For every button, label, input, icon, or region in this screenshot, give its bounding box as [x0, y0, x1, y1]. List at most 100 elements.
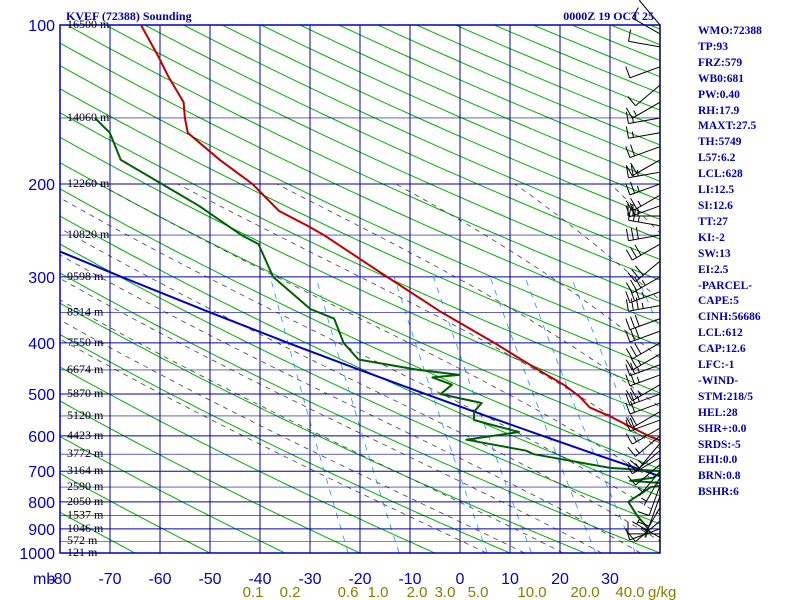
- wind-barb-half-flag: [641, 279, 646, 286]
- x-axis-unit-label: mb: [33, 571, 55, 588]
- wind-barb: [625, 126, 661, 139]
- temperature-tick-label: -50: [198, 571, 221, 588]
- wind-barb-flag: [630, 246, 638, 258]
- mixing-ratio-label: 2.0: [407, 584, 428, 600]
- sounding-parameter: CAPE:5: [698, 295, 739, 308]
- wind-barb-half-flag: [636, 518, 641, 525]
- temperature-tick-label: -20: [348, 571, 371, 588]
- wind-barb-flag: [625, 228, 629, 241]
- wind-barb-half-flag: [636, 207, 640, 214]
- temperature-tick-label: 30: [601, 571, 619, 588]
- height-label: 14060 m: [67, 110, 110, 124]
- wind-barb: [625, 457, 661, 475]
- wind-barb: [628, 29, 661, 48]
- dry-adiabat-line: [66, 25, 660, 303]
- wind-barb: [639, 0, 661, 26]
- pressure-tick-label: 100: [28, 18, 55, 35]
- sounding-parameter: MAXT:27.5: [698, 120, 757, 133]
- wind-barb-flag: [627, 96, 636, 107]
- wind-barb-flag: [630, 181, 636, 194]
- wind-barb-half-flag: [635, 448, 640, 454]
- wind-barb-flag: [634, 327, 640, 339]
- wind-barb-flag: [625, 419, 631, 432]
- wind-barb-flag: [625, 299, 629, 312]
- wind-barb-flag: [634, 244, 642, 256]
- sounding-parameter: EHI:0.0: [698, 454, 738, 467]
- wind-barb-staff: [632, 276, 661, 294]
- wind-barb-flag: [625, 417, 633, 428]
- wind-barb-flag: [625, 393, 631, 406]
- wind-barb-half-flag: [633, 436, 638, 442]
- wind-barb-flag: [625, 66, 631, 78]
- wind-barb-flag: [625, 359, 633, 371]
- wind-barb: [625, 400, 661, 415]
- wind-barb-flag: [630, 162, 638, 174]
- height-label: 3772 m: [67, 446, 104, 460]
- wind-barb: [637, 485, 661, 517]
- pressure-tick-label: 500: [28, 387, 55, 404]
- wind-barb-staff: [648, 495, 661, 527]
- wind-barb: [625, 297, 661, 312]
- sounding-parameter: WMO:72388: [698, 25, 762, 37]
- wind-barb-flag: [627, 475, 636, 486]
- wind-barb: [625, 417, 661, 432]
- dry-adiabat-line: [60, 366, 436, 553]
- wind-barb-staff: [632, 384, 661, 402]
- mixing-ratio-label: 5.0: [468, 584, 489, 600]
- pressure-tick-label: 800: [28, 495, 55, 512]
- wind-barb-flag: [639, 0, 641, 1]
- height-label: 10820 m: [67, 227, 110, 241]
- height-label: 2050 m: [67, 494, 104, 508]
- sounding-parameter: CINH:56686: [698, 311, 761, 324]
- sounding-parameter: EI:2.5: [698, 263, 729, 276]
- wind-barb-half-flag: [637, 359, 642, 366]
- moist-adiabat-line: [60, 197, 660, 515]
- wind-barb-flag: [631, 7, 639, 19]
- sounding-parameter: TT:27: [698, 215, 728, 228]
- sounding-parameter: -WIND-: [698, 374, 739, 387]
- wind-barb-flag: [625, 318, 631, 330]
- sounding-parameter: SRDS:-5: [698, 438, 741, 451]
- wind-barb-half-flag: [641, 497, 647, 502]
- wind-barb-flag: [631, 268, 640, 279]
- mixing-ratio-label: 0.6: [338, 584, 359, 600]
- wind-barb-flag: [630, 298, 634, 311]
- wind-barb-staff: [632, 194, 661, 212]
- wind-barb-staff: [635, 520, 661, 542]
- wind-barb-flag: [625, 165, 629, 178]
- wind-barb-flag: [630, 391, 636, 404]
- sounding-parameter: LFC:-1: [698, 359, 735, 372]
- wind-barb: [625, 227, 661, 242]
- wind-barb-flag: [625, 205, 631, 217]
- wind-barb-half-flag: [637, 215, 640, 222]
- wind-barb: [627, 464, 661, 486]
- sounding-datetime: 0000Z 19 OCT 25: [563, 9, 654, 23]
- pressure-tick-label: 1000: [19, 546, 55, 563]
- sounding-parameter: SI:12.6: [698, 199, 733, 212]
- wind-barb: [625, 391, 661, 406]
- mixing-ratio-line: [489, 276, 596, 553]
- wind-barb-staff: [635, 260, 661, 283]
- height-label: 9598 m: [67, 269, 104, 283]
- wind-barb: [625, 159, 661, 177]
- moist-adiabat-line: [395, 183, 660, 359]
- pressure-tick-label: 600: [28, 429, 55, 446]
- wind-barb-flag: [628, 29, 632, 42]
- mixing-ratio-line: [315, 276, 400, 553]
- wind-barb-flag: [630, 400, 636, 413]
- sounding-parameter: FRZ:579: [698, 56, 743, 69]
- wind-barb-flag: [630, 387, 638, 399]
- wind-barb-flag: [625, 528, 631, 540]
- temperature-tick-label: 20: [551, 571, 569, 588]
- wind-barb-half-flag: [637, 487, 643, 493]
- temperature-tick-label: 0: [456, 571, 465, 588]
- wind-barb-staff: [639, 0, 661, 26]
- mixing-ratio-label: 20.0: [570, 584, 599, 600]
- pressure-tick-label: 200: [28, 177, 55, 194]
- mixing-ratio-label: 0.2: [280, 584, 301, 600]
- sounding-parameter: PW:0.40: [698, 88, 740, 101]
- wind-barb-flag: [625, 402, 631, 415]
- mixing-ratio-line: [269, 276, 349, 553]
- temperature-tick-label: -10: [398, 571, 421, 588]
- wind-barb-half-flag: [641, 527, 647, 532]
